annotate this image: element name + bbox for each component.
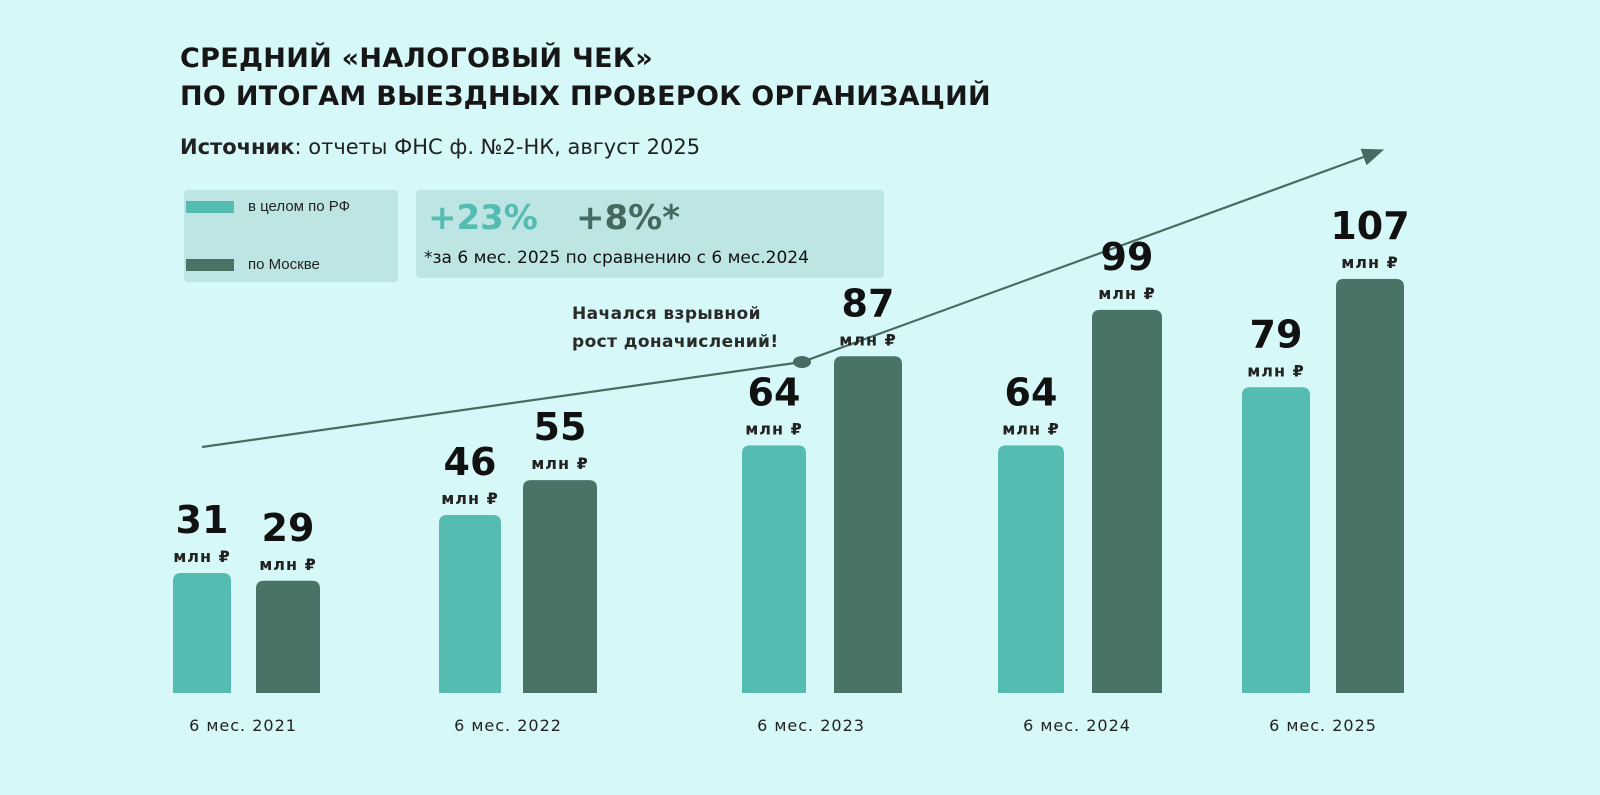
- trend-annotation: Начался взрывной рост доначислений!: [572, 300, 779, 356]
- unit-label: млн ₽: [839, 330, 897, 349]
- legend-label-moscow: по Москве: [248, 256, 320, 273]
- legend-swatch-rf: [186, 200, 234, 213]
- growth-moscow: +8%*: [576, 198, 680, 238]
- bar-rf: [742, 445, 806, 693]
- unit-label: млн ₽: [1002, 419, 1060, 438]
- bar-rf: [1242, 387, 1310, 693]
- bar-moscow: [834, 356, 902, 693]
- bar-moscow: [523, 480, 597, 693]
- legend-swatch-moscow: [186, 258, 234, 271]
- value-label: 87: [842, 281, 895, 325]
- value-label: 55: [534, 405, 587, 449]
- unit-label: млн ₽: [745, 419, 803, 438]
- title-line-1: СРЕДНИЙ «НАЛОГОВЫЙ ЧЕК»: [180, 43, 653, 74]
- value-label: 29: [262, 506, 315, 550]
- source-text: : отчеты ФНС ф. №2-НК, август 2025: [294, 135, 701, 159]
- category-label: 6 мес. 2025: [1269, 716, 1377, 735]
- unit-label: млн ₽: [1247, 361, 1305, 380]
- annotation-line-2: рост доначислений!: [572, 332, 779, 352]
- bar-moscow: [1092, 309, 1162, 693]
- category-label: 6 мес. 2023: [757, 716, 865, 735]
- unit-label: млн ₽: [1098, 284, 1156, 303]
- bar-rf: [998, 445, 1064, 693]
- growth-rf: +23%: [428, 198, 538, 238]
- unit-label: млн ₽: [441, 489, 499, 508]
- category-label: 6 мес. 2024: [1023, 716, 1131, 735]
- category-label: 6 мес. 2022: [454, 716, 562, 735]
- value-label: 99: [1101, 235, 1154, 279]
- value-label: 46: [444, 440, 497, 484]
- growth-panel: +23% +8%* *за 6 мес. 2025 по сравнению с…: [416, 190, 884, 278]
- bar-rf: [173, 573, 231, 693]
- source-label: Источник: [180, 135, 295, 159]
- value-label: 64: [1005, 370, 1058, 414]
- bar-moscow: [256, 580, 320, 693]
- growth-note: *за 6 мес. 2025 по сравнению с 6 мес.202…: [424, 248, 809, 268]
- annotation-line-1: Начался взрывной: [572, 304, 761, 324]
- category-label: 6 мес. 2021: [189, 716, 297, 735]
- bar-rf: [439, 514, 501, 693]
- unit-label: млн ₽: [1341, 253, 1399, 272]
- value-label: 64: [748, 370, 801, 414]
- chart-title: СРЕДНИЙ «НАЛОГОВЫЙ ЧЕК» ПО ИТОГАМ ВЫЕЗДН…: [180, 40, 991, 116]
- trend-marker: [793, 356, 811, 368]
- legend-item-moscow: по Москве: [186, 256, 320, 273]
- value-label: 31: [176, 498, 229, 542]
- legend: в целом по РФ по Москве: [184, 190, 398, 282]
- value-label: 79: [1250, 312, 1303, 356]
- unit-label: млн ₽: [259, 555, 317, 574]
- value-label: 107: [1330, 204, 1409, 248]
- unit-label: млн ₽: [173, 547, 231, 566]
- source-line: Источник: отчеты ФНС ф. №2-НК, август 20…: [180, 135, 700, 159]
- unit-label: млн ₽: [531, 454, 589, 473]
- title-line-2: ПО ИТОГАМ ВЫЕЗДНЫХ ПРОВЕРОК ОРГАНИЗАЦИЙ: [180, 81, 991, 112]
- bar-moscow: [1336, 278, 1404, 693]
- legend-item-rf: в целом по РФ: [186, 198, 350, 215]
- legend-label-rf: в целом по РФ: [248, 198, 351, 215]
